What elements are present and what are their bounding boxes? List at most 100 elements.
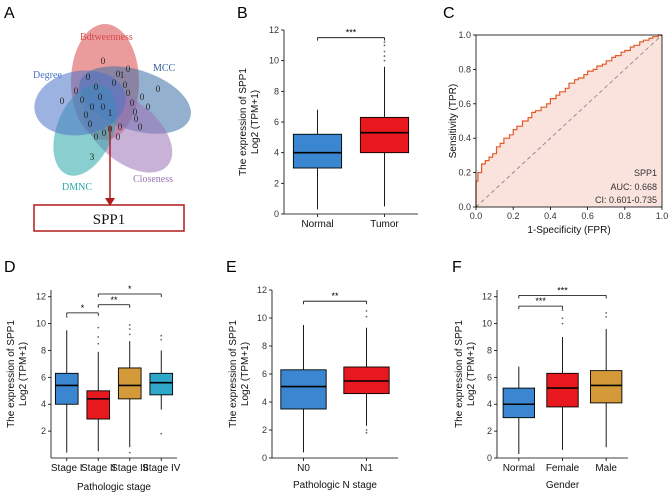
y-axis-title: The expression of SPP1 [6, 320, 17, 428]
outlier-point [128, 451, 131, 454]
venn-petal-degree [34, 70, 126, 136]
y-tick-label: 0 [274, 209, 279, 219]
y-tick-label: 2 [487, 426, 492, 436]
outlier-point [365, 310, 368, 312]
outlier-point [128, 328, 131, 330]
x-tick-label: N0 [297, 463, 310, 474]
x-tick-label: Normal [503, 463, 535, 474]
panel-letter-e: E [226, 259, 237, 276]
x-tick-label: Stage II [81, 463, 115, 474]
y-axis-subtitle: Log2 (TPM+1) [466, 342, 477, 406]
panel-letter-f: F [452, 259, 462, 276]
venn-region-count: 0 [126, 64, 131, 74]
chart-f-box: 0 2 4 6 8 10 12 Normal Female Male *** *** Gender The… [454, 285, 628, 491]
venn-label-closeness: Closeness [133, 174, 173, 185]
panel-letter-d: D [4, 259, 16, 276]
y-tick-label: 10 [269, 56, 279, 66]
x-tick-label: Male [595, 463, 617, 474]
x-axis-title: Gender [546, 480, 580, 491]
box-tumor [359, 116, 410, 154]
x-tick-label: Female [546, 463, 580, 474]
outlier-point [365, 431, 368, 434]
y-tick-label: 4 [262, 397, 267, 407]
y-tick-label: 6 [274, 117, 279, 127]
venn-region-count: 0 [130, 98, 135, 108]
venn-region-count: 0 [112, 78, 117, 88]
x-axis-title: Pathologic stage [77, 482, 151, 493]
outlier-point [365, 429, 368, 431]
y-tick-label: 8 [262, 341, 267, 351]
y-tick-label: 2 [41, 426, 46, 436]
venn-region-count: 0 [140, 92, 145, 102]
venn-region-count: 0 [90, 102, 95, 112]
y-axis-title: Sensitivity (TPR) [448, 84, 459, 158]
y-axis-title: The expression of SPP1 [454, 320, 465, 428]
y-tick-label: 12 [269, 25, 279, 35]
box-stage-ii [86, 390, 111, 420]
box-stage-iv [149, 372, 174, 396]
venn-region-count: 0 [101, 102, 106, 112]
venn-label-bdtweenness: Bdtweenness [80, 32, 133, 43]
venn-arrow-head [105, 198, 115, 206]
y-tick-label: 0 [487, 453, 492, 463]
x-tick-label: Normal [301, 219, 333, 230]
y-axis-subtitle: Log2 (TPM+1) [250, 90, 261, 154]
venn-region-count: 0 [88, 119, 93, 129]
venn-region-count: 1 [108, 108, 113, 118]
y-tick-label: 0 [262, 453, 267, 463]
box-n0 [280, 369, 327, 410]
venn-region-counts: 0000300010000000010000000000000 [60, 56, 161, 162]
diagonal-reference [475, 34, 663, 208]
venn-region-count: 0 [98, 92, 103, 102]
panel-letter-b: B [237, 5, 248, 22]
y-tick-label: 2 [274, 178, 279, 188]
x-tick-label: N1 [360, 463, 373, 474]
venn-region-count: 0 [101, 56, 106, 66]
x-tick-label: Stage III [111, 463, 148, 474]
chart-c-roc: 0.00.0 0.2 0.2 0.4 0.4 0.6 0.6 0.8 0.8 1.0 1.0 1-Sp… [448, 30, 668, 236]
outlier-point [160, 432, 163, 435]
significance-label: *** [535, 296, 546, 306]
y-tick-label: 12 [36, 292, 46, 302]
x-tick-label: Stage I [51, 463, 83, 474]
x-tick-label: 0.6 [581, 211, 594, 221]
venn-diagram: Bdtweenness MCC Closeness DMNC Degree 00… [33, 24, 191, 232]
y-axis-title: The expression of SPP1 [238, 68, 249, 176]
y-tick-label: 4 [41, 399, 46, 409]
venn-region-count: 0 [84, 110, 89, 120]
chart-e-box: 0 2 4 6 8 10 12 N0 N1 ** Pathologic N stage The exp… [228, 285, 398, 491]
venn-region-count: 0 [134, 114, 139, 124]
x-tick-label: 0.8 [619, 211, 632, 221]
outlier-point [383, 50, 386, 53]
outlier-point [128, 333, 131, 336]
venn-region-count: 0 [80, 95, 85, 105]
y-tick-label: 4 [487, 399, 492, 409]
result-box [33, 204, 185, 232]
y-tick-label: 0.4 [458, 133, 471, 143]
outlier-point [383, 59, 386, 62]
outlier-point [605, 311, 608, 314]
y-axis-subtitle: Log2 (TPM+1) [240, 342, 251, 406]
significance-label: ** [331, 291, 339, 301]
chart-b-box: 0 2 4 6 8 10 12 Normal Tumor *** The expression of… [238, 25, 418, 230]
significance-label: * [81, 303, 85, 313]
y-tick-label: 8 [487, 345, 492, 355]
significance-label: ** [110, 295, 118, 305]
x-tick-label: 1.0 [656, 211, 669, 221]
venn-region-count: 0 [118, 122, 123, 132]
outlier-point [97, 326, 100, 329]
x-tick-label: Stage IV [142, 463, 181, 474]
box-stage-i [54, 372, 79, 405]
y-tick-label: 12 [257, 285, 267, 295]
x-axis-title: 1-Specificity (FPR) [527, 225, 610, 236]
significance-label: *** [346, 28, 357, 38]
venn-region-count: 0 [138, 122, 143, 132]
outlier-point [561, 309, 564, 312]
outlier-point [97, 336, 100, 338]
y-tick-label: 0.2 [458, 168, 471, 178]
venn-region-count: 1 [120, 70, 125, 80]
plot-frame [475, 34, 663, 208]
y-tick-label: 8 [274, 86, 279, 96]
